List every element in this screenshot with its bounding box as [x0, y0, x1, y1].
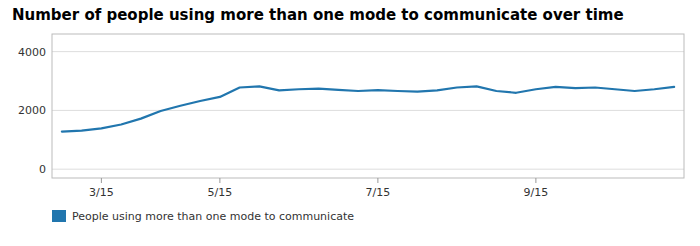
y-tick-label: 2000 [18, 104, 46, 117]
y-tick-label: 4000 [18, 46, 46, 59]
plot-frame [52, 34, 684, 178]
series-group [62, 86, 674, 131]
chart-svg: Number of people using more than one mod… [0, 0, 700, 246]
chart-container: Number of people using more than one mod… [0, 0, 700, 246]
x-tick-label: 5/15 [208, 186, 233, 199]
x-tick [377, 178, 378, 183]
legend-label: People using more than one mode to commu… [72, 210, 354, 223]
x-tick-label: 7/15 [366, 186, 391, 199]
x-tick-label: 9/15 [524, 186, 549, 199]
legend-swatch [52, 210, 66, 222]
grid-line [52, 169, 684, 170]
grid-line [52, 110, 684, 111]
chart-title: Number of people using more than one mod… [12, 6, 624, 24]
x-tick-label: 3/15 [89, 186, 114, 199]
x-tick [535, 178, 536, 183]
series-line [62, 86, 674, 131]
x-tick [101, 178, 102, 183]
y-tick-label: 0 [39, 163, 46, 176]
grid-line [52, 51, 684, 52]
x-tick [219, 178, 220, 183]
